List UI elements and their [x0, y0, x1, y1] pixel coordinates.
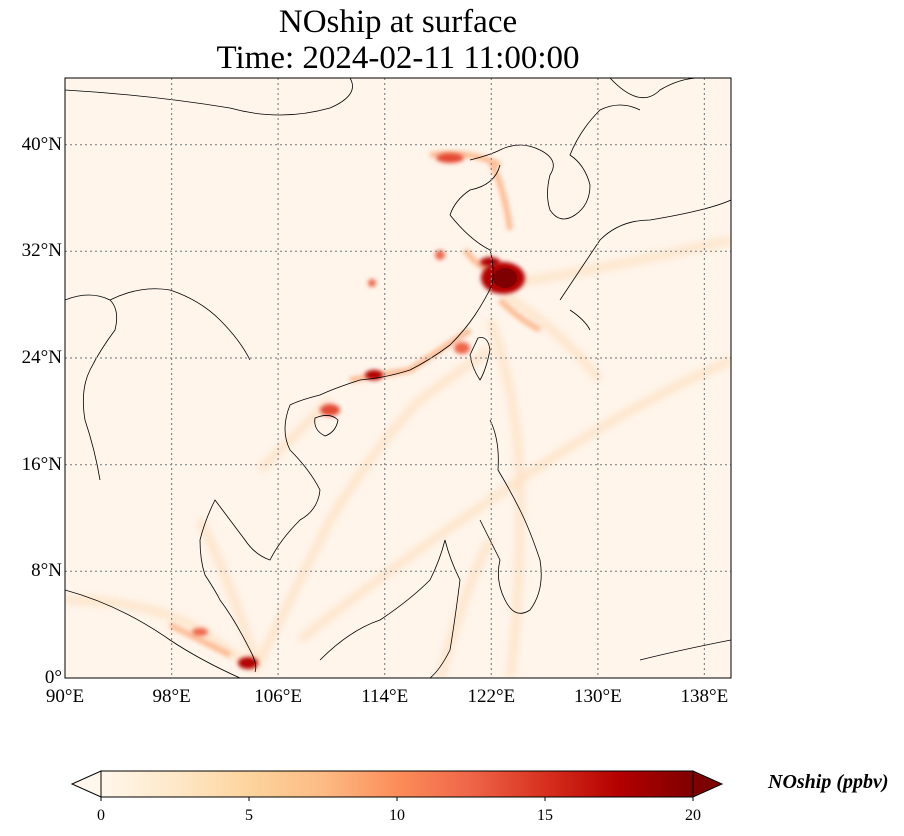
gridlines [65, 78, 731, 678]
colorbar-label: NOship (ppbv) [768, 771, 889, 793]
lat-tick-label: 0° [44, 667, 62, 688]
lon-tick-label: 90°E [45, 686, 85, 707]
colorbar-tick-label: 15 [537, 807, 553, 824]
lon-tick-label: 122°E [467, 686, 516, 707]
colorbar-tick-label: 10 [389, 807, 405, 824]
lon-tick-label: 98°E [152, 686, 191, 707]
lon-tick-label: 138°E [680, 686, 729, 707]
colorbar-extend-max [692, 770, 724, 798]
lon-tick-label: 106°E [254, 686, 302, 707]
map-subtitle-time: Time: 2024-02-11 11:00:00 [216, 40, 580, 76]
lon-tick-label: 114°E [361, 686, 409, 707]
lat-tick-label: 8°N [31, 560, 62, 581]
lat-tick-label: 24°N [21, 347, 62, 368]
colorbar-gradient [100, 770, 694, 798]
colorbar-tick-label: 20 [685, 807, 701, 824]
colorbar-tick-label: 0 [97, 807, 105, 824]
map-title: NOship at surface [278, 4, 518, 40]
coastlines [65, 78, 731, 678]
lat-tick-label: 40°N [21, 134, 62, 155]
lat-tick-label: 16°N [21, 454, 62, 475]
map-frame [64, 77, 732, 679]
lon-tick-label: 130°E [574, 686, 622, 707]
colorbar-extend-min [70, 770, 102, 798]
lat-tick-label: 32°N [21, 240, 62, 261]
map-background [65, 78, 731, 678]
colorbar-tick-label: 5 [245, 807, 253, 824]
concentration-field [65, 150, 731, 678]
